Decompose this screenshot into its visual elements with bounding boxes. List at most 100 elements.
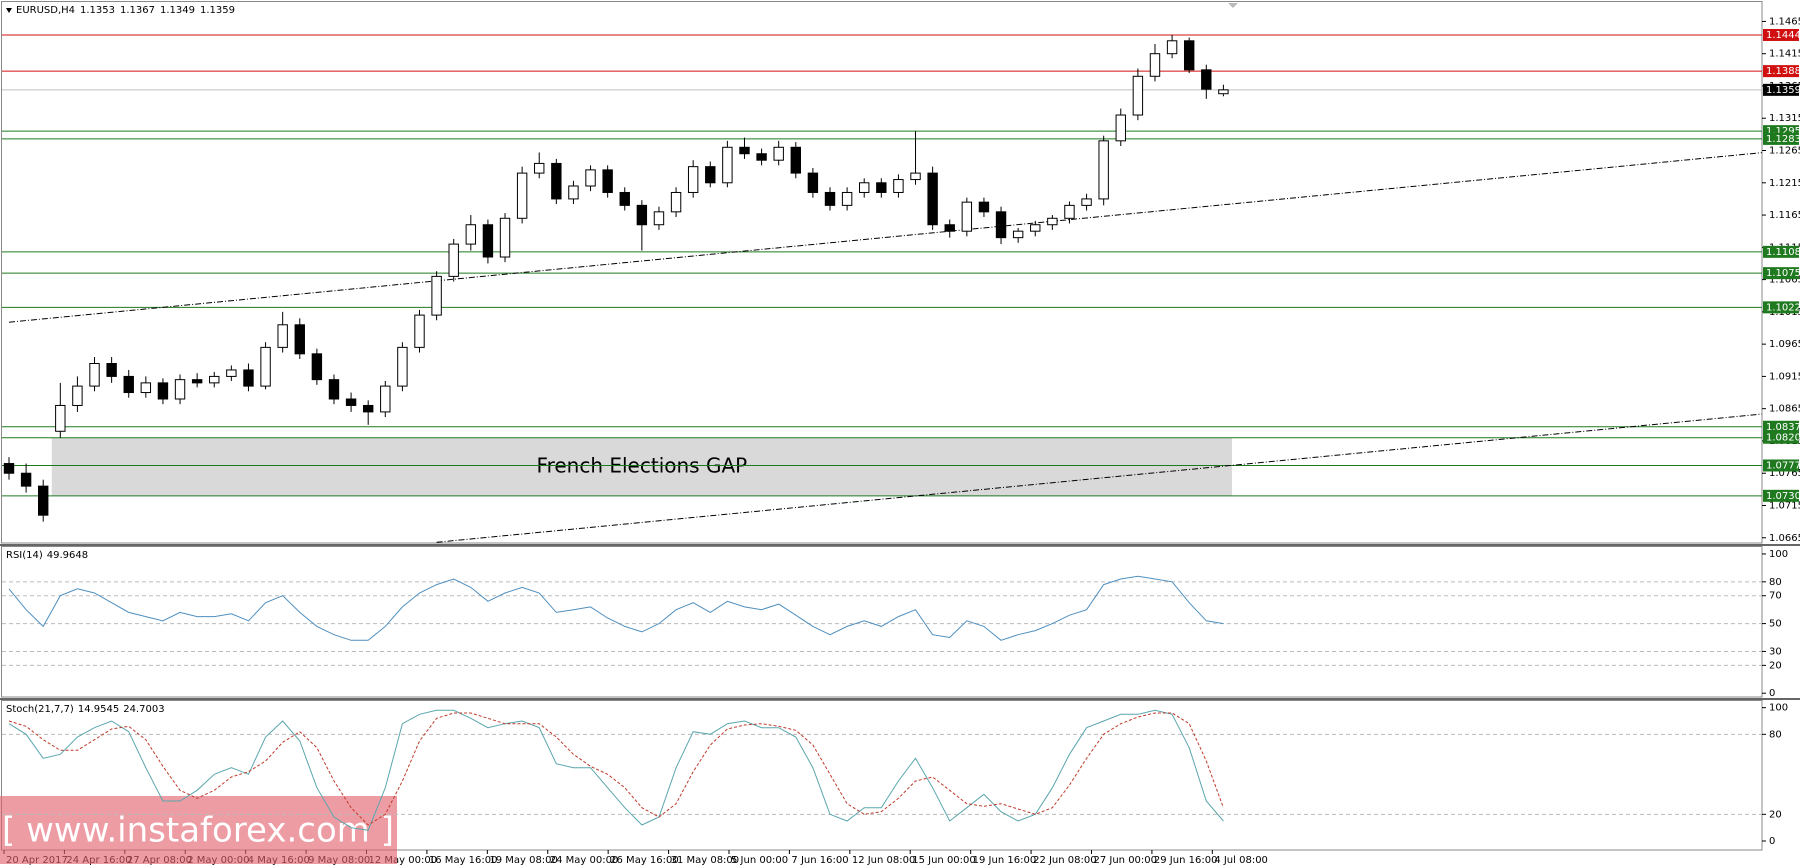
y-tick-label: 20 (1769, 660, 1782, 671)
candle-body (1149, 53, 1161, 77)
level-label-box (1763, 132, 1799, 145)
candle-body (123, 375, 134, 394)
candle-body (499, 217, 511, 258)
candle-body (705, 166, 716, 184)
y-tick-label: 1.0965 (1769, 339, 1800, 350)
candle-body (1183, 40, 1195, 71)
candle-body (311, 353, 323, 381)
x-tick-label: 19 Jun 16:00 (973, 855, 1037, 866)
shift-marker (1228, 3, 1238, 8)
y-tick-label: 100 (1769, 703, 1788, 714)
candle-body (38, 485, 49, 516)
candle-body (1115, 114, 1126, 142)
candle-body (859, 182, 870, 193)
y-tick-label: 1.1465 (1769, 16, 1800, 27)
candle-body (1166, 40, 1178, 55)
indicator-title: Stoch(21,7,7) 14.9545 24.7003 (6, 704, 165, 715)
x-tick-label: 12 Jun 08:00 (852, 855, 916, 866)
level-label: 1.1444 (1766, 30, 1800, 41)
candle-body (773, 146, 784, 161)
candle-body (1132, 75, 1144, 116)
y-tick-label: 0 (1769, 688, 1775, 699)
candle-body (944, 224, 955, 232)
candle-body (482, 224, 494, 258)
candle-body (1030, 224, 1041, 232)
gap-annotation: French Elections GAP (51, 437, 1232, 496)
candle-body (380, 385, 391, 413)
y-tick-label: 20 (1769, 809, 1782, 820)
candle-body (191, 379, 203, 384)
candle-body (995, 211, 1007, 239)
y-tick-label: 70 (1769, 591, 1782, 602)
x-tick-label: 5 Jun 00:00 (731, 855, 788, 866)
level-label: 1.1108 (1766, 247, 1800, 258)
rsi-panel-frame (1, 546, 1763, 698)
candle-body (687, 166, 699, 193)
candle-body (585, 169, 596, 187)
candle-body (260, 346, 271, 387)
candle-body (328, 379, 340, 400)
candle-body (670, 191, 682, 213)
ohlc-low: 1.1349 (160, 5, 195, 16)
watermark-box (0, 796, 397, 864)
level-label: 1.0820 (1766, 433, 1800, 444)
candle-body (209, 375, 220, 384)
candle-body (414, 314, 425, 348)
candle-body (653, 211, 665, 226)
candle-body (72, 385, 83, 406)
indicator-name: Stoch(21,7,7) (6, 704, 74, 715)
x-tick-label: 16 May 16:00 (429, 855, 498, 866)
main-panel-frame (1, 1, 1763, 544)
watermark: [ www.instaforex.com ] (2, 811, 394, 851)
level-label: 1.1388 (1766, 66, 1800, 77)
y-tick-label: 30 (1769, 646, 1782, 657)
y-tick-label: 1.0915 (1769, 371, 1800, 382)
indicator-value: 24.7003 (123, 704, 164, 715)
chart-layer: 1.14651.14151.13651.13151.12651.12151.11… (0, 5, 1800, 866)
y-tick-label: 1.1415 (1769, 49, 1800, 60)
candle-body (807, 172, 819, 193)
level-label-box (1763, 245, 1799, 258)
trendline (8, 152, 1762, 323)
candle-body (448, 243, 459, 277)
trendline (436, 413, 1762, 543)
x-tick-label: 7 Jun 16:00 (791, 855, 848, 866)
candle-body (362, 404, 374, 413)
candle-body (465, 224, 477, 245)
candle-body (1012, 230, 1024, 239)
trendlines (8, 152, 1762, 543)
candle-body (1047, 217, 1058, 226)
ohlc-high: 1.1367 (120, 5, 155, 16)
candle-body (397, 346, 408, 387)
x-tick-label: 12 May 00:00 (368, 855, 437, 866)
indicator-line (8, 709, 1224, 831)
candle-body (89, 363, 100, 387)
candle-body (106, 363, 117, 377)
level-label-box (1763, 28, 1799, 41)
x-tick-label: 26 May 16:00 (610, 855, 679, 866)
candle-body (910, 172, 921, 181)
candle-body (876, 182, 887, 193)
y-tick-label: 1.0665 (1769, 533, 1800, 544)
candle-body (174, 379, 186, 400)
level-label: 1.1022 (1766, 302, 1800, 313)
candle-body (619, 191, 630, 206)
candle-body (841, 191, 853, 206)
level-label-box (1763, 420, 1799, 433)
candle-body (1081, 198, 1092, 206)
ohlc-close: 1.1359 (200, 5, 235, 16)
y-tick-label: 0 (1769, 836, 1775, 847)
x-tick-label: 19 May 08:00 (489, 855, 558, 866)
candle-body (55, 404, 66, 432)
candle-body (978, 201, 990, 213)
indicator-value: 14.9545 (78, 704, 119, 715)
candle-body (1218, 89, 1229, 95)
candle-body (431, 275, 442, 316)
y-tick-label: 1.1165 (1769, 210, 1800, 221)
level-label-box (1763, 489, 1799, 502)
indicator-line (8, 575, 1224, 641)
level-label-box (1763, 301, 1799, 314)
candle-body (602, 169, 613, 193)
